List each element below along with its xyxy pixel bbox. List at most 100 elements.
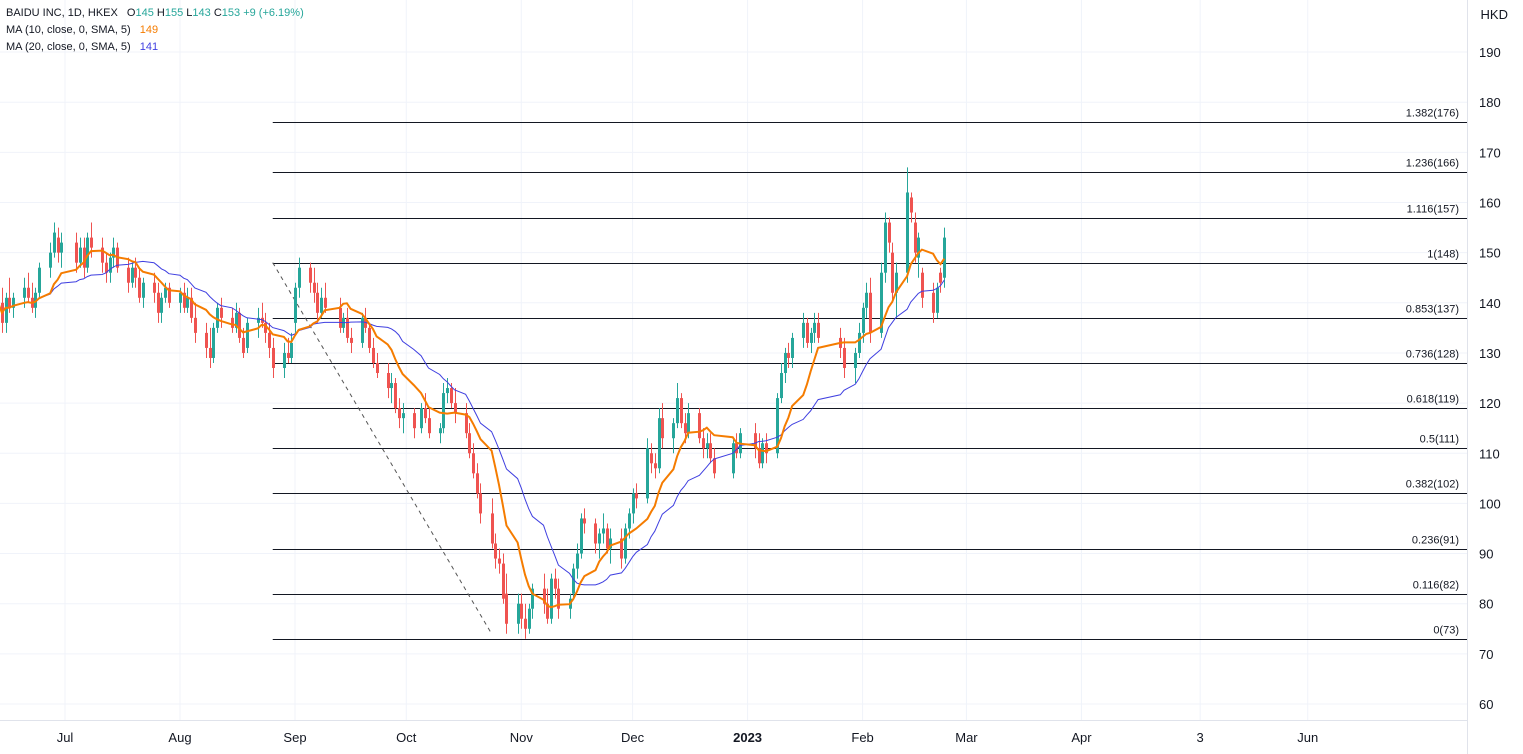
candle-body [784, 352, 787, 374]
candle-body [235, 312, 238, 328]
candle [502, 553, 505, 604]
candle-body [79, 247, 82, 263]
candle [350, 327, 353, 353]
symbol-title: BAIDU INC, 1D, HKEX [6, 7, 118, 19]
candle [554, 568, 557, 599]
candle [272, 337, 275, 379]
y-tick-label: 170 [1479, 145, 1501, 160]
ma10-label: MA (10, close, 0, SMA, 5) [6, 24, 131, 36]
candle-body [576, 553, 579, 569]
candle-body [632, 493, 635, 514]
candle [439, 423, 442, 444]
candle-body [498, 558, 501, 564]
candle-body [5, 297, 8, 323]
candle [454, 388, 457, 424]
fib-level-label: 0.5(111) [1420, 434, 1459, 446]
candle [420, 403, 423, 434]
candle-body [546, 603, 549, 619]
candle [183, 282, 186, 313]
candle [606, 523, 609, 554]
candle-body [921, 272, 924, 298]
candle [620, 528, 623, 569]
candle [212, 322, 215, 363]
candle [394, 378, 397, 414]
candle-body [543, 588, 546, 604]
candle [112, 237, 115, 268]
candle-body [127, 267, 130, 283]
candle [368, 322, 371, 353]
candle-body [428, 418, 431, 434]
candle-body [713, 458, 716, 474]
candle-body [450, 388, 453, 404]
candle-body [90, 237, 93, 248]
candle [220, 297, 223, 328]
low-key: L [186, 7, 193, 19]
candle-body [316, 292, 319, 313]
candle-body [932, 292, 935, 313]
candle [209, 327, 212, 368]
candle-body [339, 307, 342, 328]
candle [413, 408, 416, 439]
ohlc-values: O145 H155 L143 C153 +9 (+6.19%) [127, 7, 304, 19]
candle-body [454, 403, 457, 414]
candle-body [557, 588, 560, 609]
legend-ma20-row[interactable]: MA (20, close, 0, SMA, 5) 141 [6, 39, 304, 56]
candle-body [86, 237, 89, 268]
candle-body [272, 347, 275, 368]
candle-body [494, 543, 497, 559]
y-tick-label: 130 [1479, 346, 1501, 361]
candle [528, 603, 531, 634]
y-tick-label: 80 [1479, 597, 1493, 612]
candle [309, 262, 312, 293]
legend-symbol-row[interactable]: BAIDU INC, 1D, HKEX O145 H155 L143 C153 … [6, 5, 304, 22]
candle [101, 237, 104, 273]
candle [709, 433, 712, 464]
candle [153, 272, 156, 303]
price-axis[interactable]: 60 70 80 90 100 110 120 130 140 150 160 170 180 190 [1467, 0, 1501, 754]
candle-body [791, 337, 794, 358]
candle-body [628, 513, 631, 529]
candle-body [672, 423, 675, 439]
candle [491, 498, 494, 549]
x-tick-label: Jun [1297, 730, 1318, 745]
candle-body [402, 413, 405, 419]
candle [160, 292, 163, 323]
time-axis[interactable]: Jul Aug Sep Oct Nov Dec 2023 Feb Mar Apr 3 Jun [0, 720, 1467, 746]
candle-body [609, 538, 612, 549]
candle-body [368, 327, 371, 348]
candle-body [53, 232, 56, 253]
candle-body [257, 317, 260, 323]
candle-body [168, 287, 171, 303]
candle [624, 523, 627, 564]
candle [472, 443, 475, 479]
fibonacci-extension[interactable]: 1.382(176) 1.236(166) 1.116(157) 1(148) 0.85… [272, 108, 1467, 640]
candle-body [290, 342, 293, 358]
candle-body [424, 408, 427, 419]
candle-body [194, 317, 197, 333]
candle-body [298, 267, 301, 288]
candle-body [524, 618, 527, 629]
fib-level-label: 0.736(128) [1406, 349, 1459, 361]
candle-body [242, 337, 245, 353]
candle [387, 362, 390, 399]
candle-body [105, 262, 108, 273]
candle-body [572, 568, 575, 594]
candle-body [231, 317, 234, 328]
x-tick-label: Mar [955, 730, 978, 745]
candle [906, 167, 909, 283]
x-tick-label: Nov [510, 730, 534, 745]
candle [468, 423, 471, 459]
close-value: 153 [221, 7, 241, 19]
candle [914, 212, 917, 263]
x-tick-label: 2023 [733, 730, 762, 745]
candle [246, 317, 249, 353]
candle [543, 573, 546, 614]
candle-body [394, 383, 397, 409]
candle-body [294, 287, 297, 323]
y-tick-label: 150 [1479, 246, 1501, 261]
candle [235, 302, 238, 333]
candle-body [324, 297, 327, 308]
legend-ma10-row[interactable]: MA (10, close, 0, SMA, 5) 149 [6, 22, 304, 39]
candle [635, 483, 638, 509]
